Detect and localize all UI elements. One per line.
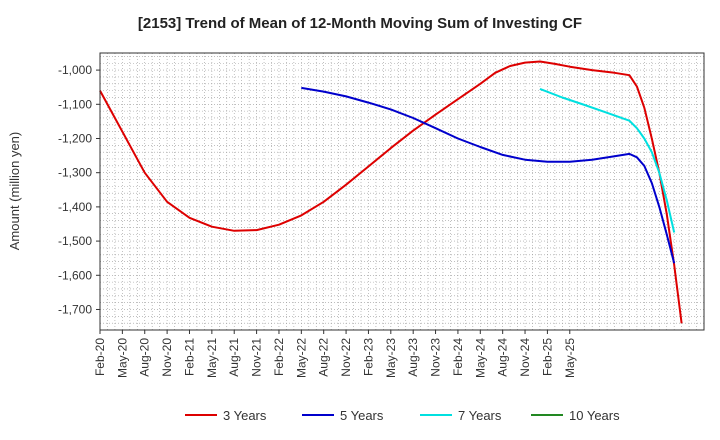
y-tick-label: -1,600 xyxy=(58,268,92,282)
x-tick-label: May-25 xyxy=(563,338,577,378)
x-tick-label: Nov-23 xyxy=(429,338,443,377)
x-tick-label: May-22 xyxy=(294,338,308,378)
legend-label: 7 Years xyxy=(458,408,502,423)
y-axis: -1,000 -1,100 -1,200 -1,300 -1,400 -1,500 -1,6… xyxy=(58,63,100,316)
y-tick-label: -1,400 xyxy=(58,200,92,214)
x-tick-label: May-20 xyxy=(115,338,129,378)
x-tick-label: Aug-21 xyxy=(227,338,241,377)
plot-frame xyxy=(99,52,705,331)
x-tick-label: Feb-24 xyxy=(451,338,465,376)
x-tick-label: Feb-25 xyxy=(540,338,554,376)
y-tick-label: -1,000 xyxy=(58,63,92,77)
x-tick-label: Nov-24 xyxy=(518,338,532,377)
x-axis: Feb-20 May-20 Aug-20 Nov-20 Feb-21 May-21 Aug-… xyxy=(93,330,577,378)
grid-lines xyxy=(100,53,704,330)
x-tick-label: Aug-23 xyxy=(406,338,420,377)
x-tick-label: Feb-21 xyxy=(182,338,196,376)
x-tick-label: Feb-20 xyxy=(93,338,107,376)
x-tick-label: Feb-23 xyxy=(361,338,375,376)
series-lines xyxy=(99,60,683,324)
y-tick-label: -1,700 xyxy=(58,302,92,316)
x-tick-label: Aug-24 xyxy=(496,338,510,377)
x-tick-label: May-24 xyxy=(473,338,487,378)
x-tick-label: Feb-22 xyxy=(272,338,286,376)
y-tick-label: -1,500 xyxy=(58,234,92,248)
series-line-7-years xyxy=(539,87,676,233)
legend-label: 5 Years xyxy=(340,408,384,423)
x-tick-label: Nov-22 xyxy=(339,338,353,377)
x-tick-label: May-23 xyxy=(384,338,398,378)
legend: 3 Years 5 Years 7 Years 10 Years xyxy=(185,408,620,423)
chart-title: [2153] Trend of Mean of 12-Month Moving … xyxy=(138,15,582,32)
x-tick-label: May-21 xyxy=(205,338,219,378)
y-tick-label: -1,200 xyxy=(58,131,92,145)
plot-area xyxy=(99,52,705,331)
legend-label: 3 Years xyxy=(223,408,267,423)
y-tick-label: -1,300 xyxy=(58,166,92,180)
series-line-3-years xyxy=(99,60,683,324)
y-axis-label: Amount (million yen) xyxy=(7,132,22,251)
x-tick-label: Nov-21 xyxy=(250,338,264,377)
legend-label: 10 Years xyxy=(569,408,620,423)
x-tick-label: Aug-20 xyxy=(138,338,152,377)
x-tick-label: Nov-20 xyxy=(160,338,174,377)
series-line-5-years xyxy=(301,86,676,264)
x-tick-label: Aug-22 xyxy=(317,338,331,377)
y-tick-label: -1,100 xyxy=(58,97,92,111)
